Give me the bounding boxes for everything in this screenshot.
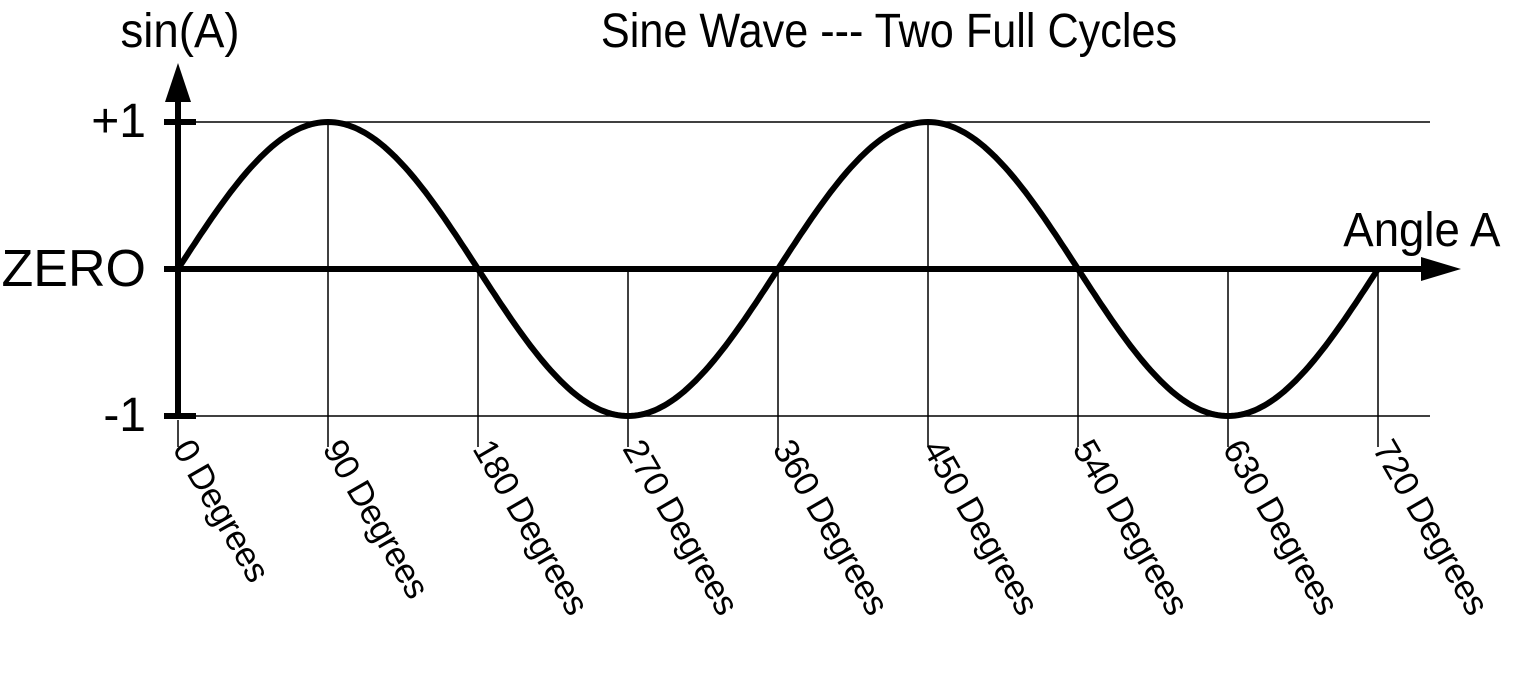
y-tick-label-zero: ZERO (1, 240, 146, 298)
x-axis-arrow (1421, 257, 1461, 281)
sine-curve (175, 119, 1381, 419)
x-axis-label: Angle A (1342, 204, 1500, 257)
y-axis-label: sin(A) (120, 5, 240, 58)
y-tick-label-minus-one: -1 (103, 389, 146, 442)
y-axis-arrow (165, 63, 191, 102)
chart-title: Sine Wave --- Two Full Cycles (600, 5, 1178, 58)
y-tick-label-plus-one: +1 (91, 95, 146, 148)
